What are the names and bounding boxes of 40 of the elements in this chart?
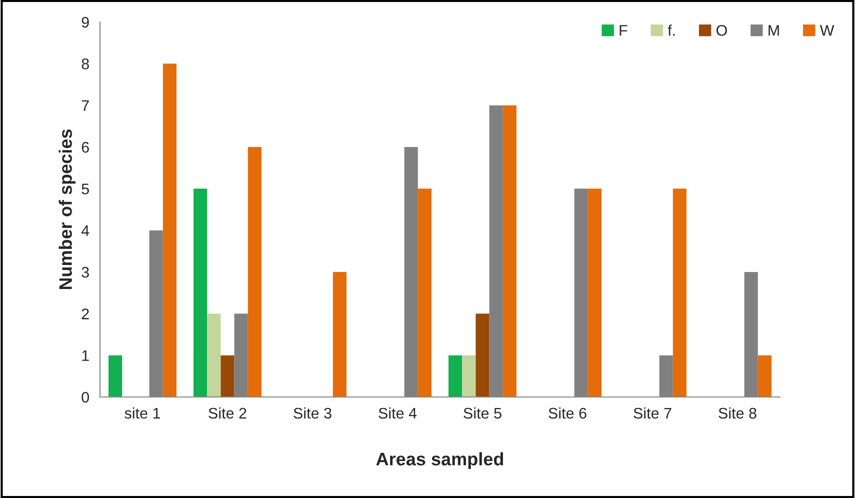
x-tick-label: Site 5	[464, 407, 502, 419]
bar	[194, 188, 208, 397]
bar	[162, 64, 176, 397]
y-tick-label: 5	[82, 184, 89, 194]
bar	[476, 314, 490, 397]
y-tick-label: 3	[82, 266, 89, 278]
bar	[448, 355, 462, 397]
bar	[758, 355, 772, 397]
y-tick-label: 9	[82, 16, 89, 28]
bar	[220, 355, 234, 397]
legend-label: W	[820, 25, 834, 36]
y-tick-label: 0	[82, 392, 89, 403]
x-tick-label: Site 6	[548, 407, 586, 419]
legend-label: f.	[668, 24, 675, 36]
bar	[207, 314, 221, 397]
legend-label: M	[768, 25, 779, 36]
legend-label: O	[716, 24, 727, 36]
bar	[502, 105, 516, 397]
bar	[108, 355, 122, 397]
x-axis-title: Areas sampled	[376, 452, 504, 470]
x-tick-label: Site 7	[634, 407, 672, 419]
bar	[248, 147, 262, 397]
x-tick-label: Site 3	[294, 407, 332, 419]
y-tick-label: 8	[82, 58, 89, 70]
bar	[418, 188, 432, 397]
y-tick-label: 7	[82, 100, 89, 111]
y-tick-label: 2	[82, 308, 89, 320]
y-axis-title: Number of species	[58, 129, 76, 290]
x-tick-label: Site 2	[208, 407, 246, 419]
y-tick-label: 6	[82, 142, 89, 153]
y-tick-label: 1	[82, 350, 89, 361]
bar	[462, 355, 476, 397]
legend-label: F	[620, 25, 628, 36]
x-tick-label: Site 8	[718, 407, 756, 419]
x-tick-label: Site 4	[378, 407, 417, 419]
x-tick-label: site 1	[124, 407, 160, 419]
bar	[332, 272, 346, 397]
bar	[672, 188, 686, 397]
bar	[588, 188, 602, 397]
y-tick-label: 4	[81, 225, 90, 236]
